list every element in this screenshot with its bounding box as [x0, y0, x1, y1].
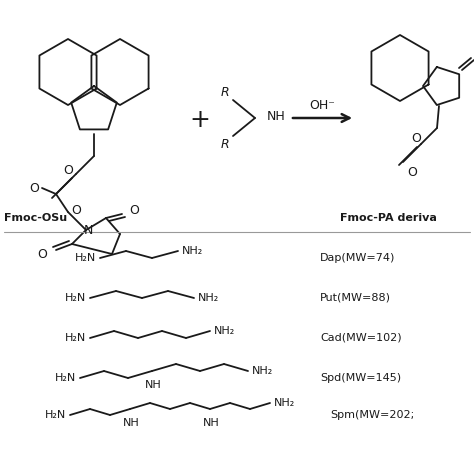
Text: H₂N: H₂N [65, 293, 86, 303]
Text: O: O [129, 203, 139, 217]
Text: NH: NH [267, 109, 286, 122]
Text: H₂N: H₂N [75, 253, 96, 263]
Text: R: R [221, 85, 229, 99]
Text: O: O [63, 164, 73, 176]
Text: R: R [221, 137, 229, 151]
Text: NH: NH [202, 418, 219, 428]
Text: Fmoc-PA deriva: Fmoc-PA deriva [340, 213, 437, 223]
Text: NH: NH [123, 418, 139, 428]
Text: NH₂: NH₂ [214, 326, 235, 336]
Text: H₂N: H₂N [55, 373, 76, 383]
Text: +: + [190, 108, 210, 132]
Text: Spd(MW=145): Spd(MW=145) [320, 373, 401, 383]
Text: O: O [411, 131, 421, 145]
Text: NH₂: NH₂ [182, 246, 203, 256]
Text: Fmoc-OSu: Fmoc-OSu [4, 213, 67, 223]
Text: NH: NH [145, 380, 161, 390]
Text: O: O [37, 247, 47, 261]
Text: NH₂: NH₂ [274, 398, 295, 408]
Text: Dap(MW=74): Dap(MW=74) [320, 253, 395, 263]
Text: H₂N: H₂N [65, 333, 86, 343]
Text: O: O [29, 182, 39, 194]
Text: N: N [83, 224, 93, 237]
Text: NH₂: NH₂ [198, 293, 219, 303]
Text: NH₂: NH₂ [252, 366, 273, 376]
Text: Cad(MW=102): Cad(MW=102) [320, 333, 401, 343]
Text: Spm(MW=202;: Spm(MW=202; [330, 410, 414, 420]
Text: Put(MW=88): Put(MW=88) [320, 293, 391, 303]
Text: O: O [71, 203, 81, 217]
Text: OH⁻: OH⁻ [309, 99, 335, 111]
Text: O: O [407, 165, 417, 179]
Text: H₂N: H₂N [45, 410, 66, 420]
